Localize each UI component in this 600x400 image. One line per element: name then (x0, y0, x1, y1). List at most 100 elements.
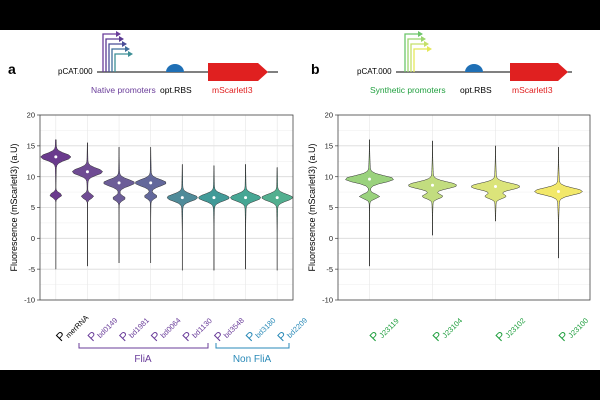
promoter-arrow-icon (404, 33, 418, 72)
y-tick-label: 20 (325, 111, 333, 120)
construct-a-promoter-label: Native promoters (91, 85, 156, 95)
violin-median-point (557, 189, 560, 193)
violin-body (345, 139, 394, 267)
x-tick-label: Pbd2209 (274, 311, 309, 346)
promoter-arrowhead-icon (427, 46, 432, 52)
violin-body (71, 142, 103, 267)
violin-bd0149 (71, 142, 103, 267)
construct-a-backbone: pCAT.000 (58, 67, 93, 76)
construct-b-gene-label: mScarletI3 (512, 85, 553, 95)
promoter-arrow-icon (407, 38, 421, 72)
violin-body (408, 140, 457, 236)
y-tick-label: -10 (322, 296, 333, 305)
y-tick-label: 10 (325, 172, 333, 181)
rbs-a-icon (166, 64, 184, 72)
violin-body (230, 164, 262, 270)
y-axis-label: Fluorescence (mScarletI3) (a.U) (307, 143, 317, 271)
y-tick-label: 0 (31, 234, 35, 243)
construct-b-backbone: pCAT.000 (357, 67, 392, 76)
violin-median-point (431, 183, 434, 187)
promoter-arrowhead-icon (421, 36, 426, 42)
violin-body (166, 164, 198, 271)
promoter-arrow-icon (413, 48, 427, 72)
rbs-b-icon (465, 64, 483, 72)
construct-b-rbs-label: opt.RBS (460, 85, 492, 95)
y-tick-label: -5 (326, 265, 333, 274)
promoter-arrowhead-icon (122, 41, 127, 47)
violin-median-point (368, 177, 371, 181)
violin-body (534, 146, 583, 259)
violin-merRNA (40, 139, 72, 270)
y-tick-label: -5 (28, 265, 35, 274)
y-axis-label: Fluorescence (mScarletI3) (a.U) (9, 143, 19, 271)
x-tick-label: Pbd1981 (116, 311, 151, 346)
violin-median-point (85, 170, 89, 174)
violin-bd0064 (135, 146, 167, 263)
bracket-flia (78, 343, 209, 349)
chart-panel-a: -10 -5 0 5 10 15 20 Fluorescence (mScarletI3) (… (9, 111, 309, 346)
bracket-flia-label: FliA (134, 354, 152, 365)
violin-median-point (212, 196, 216, 200)
violin-bd3548 (198, 165, 230, 271)
promoter-arrowhead-icon (418, 31, 423, 37)
promoter-arrow-icon (105, 38, 119, 72)
violin-bd2209 (261, 167, 293, 271)
violin-median-point (117, 181, 121, 185)
violin-J23102 (471, 145, 520, 222)
panel-a-construct: pCAT.000 Native promoters opt.RBS mScarl… (58, 31, 278, 95)
y-tick-label: -10 (24, 296, 35, 305)
x-tick-label: Pbd3180 (243, 311, 278, 346)
violin-body (103, 146, 135, 263)
y-tick-label: 10 (27, 172, 35, 181)
bracket-nonflia (215, 343, 290, 349)
construct-a-gene-label: mScarletI3 (212, 85, 253, 95)
y-tick-label: 5 (31, 203, 35, 212)
promoter-arrowhead-icon (424, 41, 429, 47)
synthetic-promoter-arrows-icon (404, 31, 432, 72)
violin-bd1130 (166, 164, 198, 271)
promoter-arrow-icon (114, 53, 128, 72)
x-tick-label: Pbd1130 (180, 311, 214, 345)
promoter-arrowhead-icon (119, 36, 124, 42)
violin-median-point (244, 196, 248, 200)
y-tick-label: 5 (329, 203, 333, 212)
x-tick-label: Pbd0149 (85, 311, 120, 346)
violin-bd3180 (230, 164, 262, 270)
gene-b-icon (510, 63, 568, 81)
violin-J23100 (534, 146, 583, 259)
construct-a-rbs-label: opt.RBS (160, 85, 192, 95)
promoter-arrowhead-icon (125, 46, 130, 52)
x-tick-label: Pbd3548 (211, 311, 246, 346)
violin-body (135, 146, 167, 263)
violin-median-point (149, 181, 153, 185)
x-tick-label: PJ23100 (556, 311, 590, 345)
x-tick-label: PmerRNA (53, 308, 90, 345)
y-tick-label: 20 (27, 111, 35, 120)
panel-b-construct: pCAT.000 Synthetic promoters opt.RBS mSc… (357, 31, 572, 95)
violin-median-point (180, 196, 184, 200)
y-tick-label: 15 (27, 141, 35, 150)
violin-body (471, 145, 520, 222)
promoter-arrowhead-icon (128, 51, 133, 57)
construct-b-promoter-label: Synthetic promoters (370, 85, 446, 95)
violin-J23119 (345, 139, 394, 267)
bracket-nonflia-label: Non FliA (233, 354, 272, 365)
x-tick-label: PJ23102 (493, 311, 527, 345)
violin-median-point (54, 155, 58, 159)
violin-bd1981 (103, 146, 135, 263)
promoter-arrow-icon (111, 48, 125, 72)
x-tick-label: PJ23104 (430, 311, 464, 345)
group-brackets: FliA Non FliA (78, 343, 290, 365)
violin-J23104 (408, 140, 457, 236)
plot-border (337, 114, 591, 301)
gene-a-icon (208, 63, 268, 81)
chart-panel-b: -10 -5 0 5 10 15 20 Fluorescence (mScarletI3) (… (307, 111, 591, 345)
violin-median-point (494, 185, 497, 189)
panel-b-letter: b (311, 61, 320, 77)
y-tick-label: 15 (325, 141, 333, 150)
promoter-arrow-icon (410, 43, 424, 72)
violin-body (198, 165, 230, 271)
plot-border (39, 114, 294, 301)
